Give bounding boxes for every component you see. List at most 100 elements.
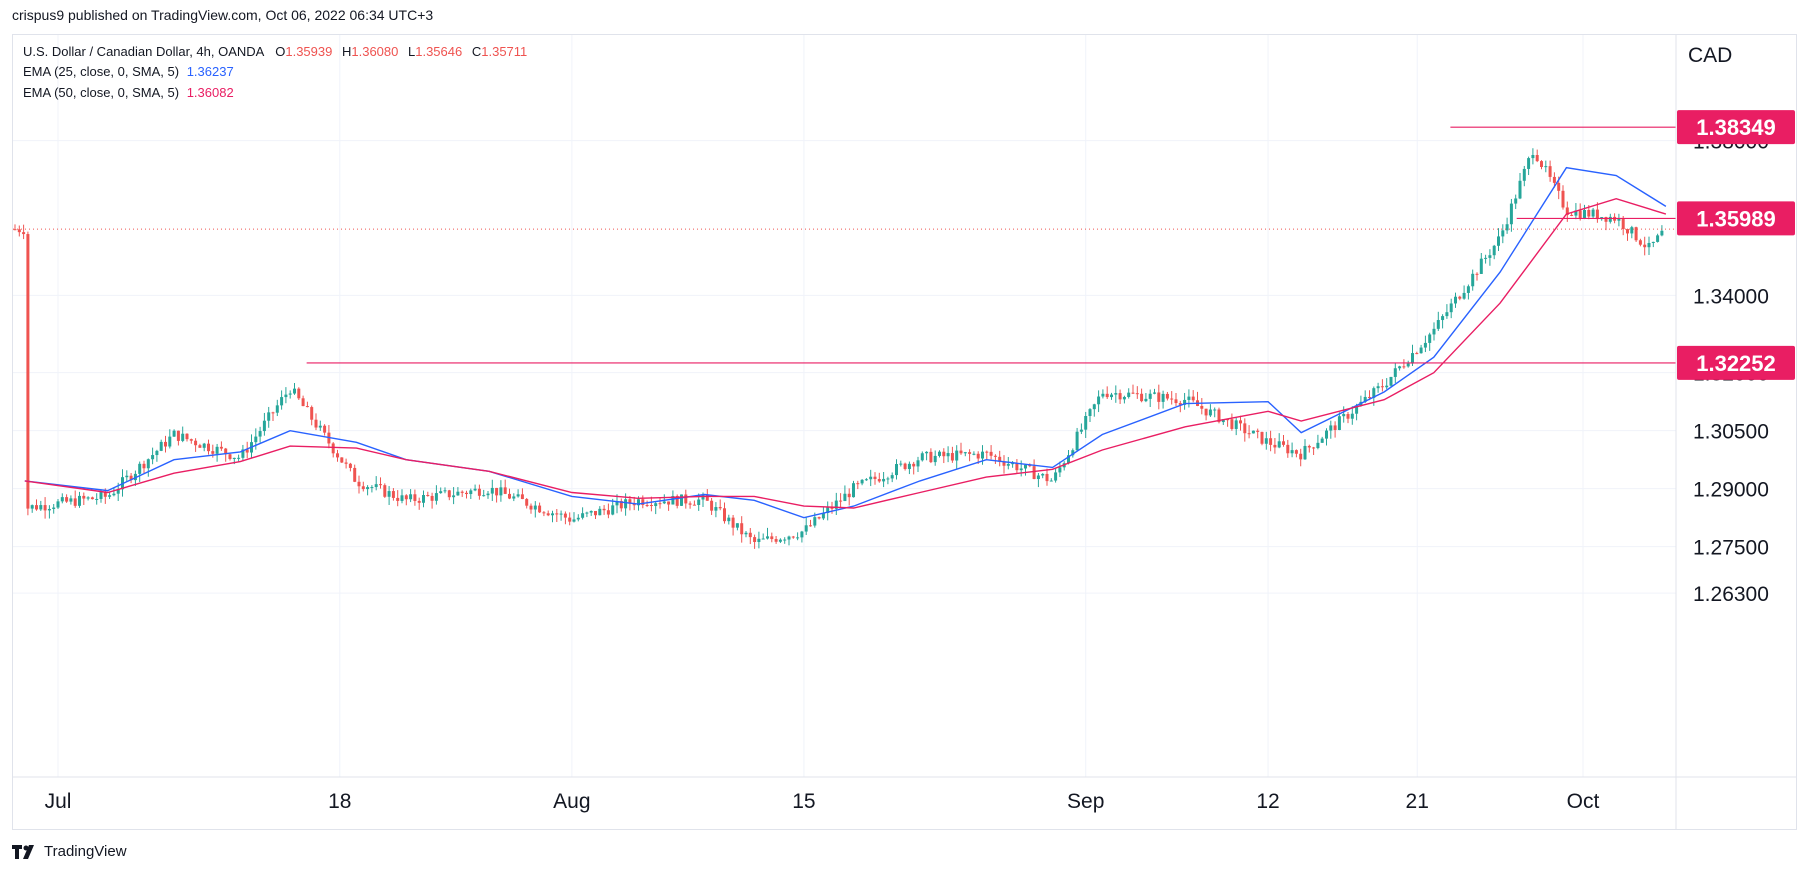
candle-body	[1273, 444, 1277, 448]
candle-body	[172, 430, 176, 437]
candle-body	[409, 494, 413, 500]
candle-body	[1389, 376, 1393, 386]
candle-body	[546, 513, 550, 516]
candle-body	[963, 452, 967, 454]
legend-symbol[interactable]: U.S. Dollar / Canadian Dollar, 4h, OANDA	[23, 44, 264, 59]
candle-body	[1415, 353, 1419, 355]
candle-body	[559, 513, 563, 515]
candle-body	[305, 406, 309, 408]
candle-body	[443, 490, 447, 492]
candle-body	[1656, 235, 1660, 242]
horizontal-levels	[13, 126, 1676, 364]
candle-body	[508, 493, 511, 499]
candle-body	[654, 503, 658, 507]
candle-body	[1368, 396, 1371, 398]
candle-body	[353, 467, 357, 482]
candle-body	[1346, 414, 1350, 419]
candle-body	[1363, 396, 1367, 402]
candle-body	[1269, 438, 1273, 445]
candle-body	[843, 493, 847, 502]
candle-body	[43, 505, 47, 511]
candle-body	[357, 481, 361, 487]
level-price-tag	[1677, 110, 1795, 145]
candle-body	[108, 495, 112, 497]
candle-body	[254, 436, 258, 443]
candle-body	[1479, 258, 1483, 274]
candle-body	[1643, 244, 1647, 248]
candle-body	[13, 229, 17, 231]
candle-body	[774, 539, 778, 542]
candle-body	[1466, 286, 1470, 293]
candle-body	[340, 457, 344, 463]
candle-body	[426, 495, 430, 497]
candle-body	[219, 446, 223, 449]
candle-body	[594, 510, 597, 516]
legend-ema50-row[interactable]: EMA (50, close, 0, SMA, 5) 1.36082	[23, 85, 234, 100]
candle-body	[830, 507, 834, 509]
candle-body	[555, 513, 559, 515]
candle-body	[181, 433, 185, 441]
candle-body	[366, 487, 370, 490]
candle-body	[1587, 209, 1591, 217]
candle-body	[1011, 463, 1015, 465]
candle-body	[1329, 425, 1333, 431]
legend-high-label: H	[341, 44, 352, 59]
candle-body	[731, 517, 735, 528]
candle-body	[581, 513, 585, 518]
candle-body	[602, 508, 606, 511]
candle-body	[1514, 198, 1518, 204]
candles	[13, 148, 1664, 549]
candle-body	[1036, 475, 1040, 480]
candle-body	[529, 505, 533, 510]
candle-body	[1660, 230, 1664, 236]
candle-body	[955, 450, 959, 461]
legend-open-value: 1.35939	[285, 44, 333, 59]
candle-body	[1045, 473, 1049, 482]
candle-body	[1153, 392, 1156, 394]
candle-body	[1647, 242, 1651, 248]
candle-body	[619, 501, 623, 509]
brand[interactable]: TradingView	[12, 843, 127, 860]
candle-body	[73, 498, 77, 506]
candle-body	[159, 441, 163, 451]
candle-body	[198, 445, 202, 448]
ema50-line[interactable]	[24, 197, 1667, 509]
candle-body	[705, 495, 709, 501]
candle-body	[748, 532, 752, 538]
time-axis[interactable]: Jul 18 Aug 15 Sep 12 21 Oct	[45, 790, 1600, 813]
candle-body	[1161, 393, 1165, 402]
candle-body	[718, 507, 722, 509]
candle-body	[1041, 473, 1045, 476]
candle-body	[1049, 480, 1053, 482]
candle-body	[1208, 409, 1212, 416]
ema25-line[interactable]	[24, 166, 1667, 519]
candle-body	[1428, 334, 1432, 343]
candle-body	[684, 494, 688, 504]
candle-body	[232, 457, 236, 459]
candle-body	[645, 505, 649, 507]
candle-body	[103, 492, 107, 497]
candle-body	[1583, 209, 1586, 218]
level-price-tag	[1677, 201, 1795, 236]
currency-label: CAD	[1688, 44, 1732, 67]
candle-body	[1492, 245, 1496, 256]
candle-body	[821, 512, 825, 519]
candle-body	[1307, 445, 1311, 448]
candle-body	[1019, 468, 1023, 471]
candle-body	[1398, 366, 1402, 369]
y-tick-label: 1.30500	[1693, 421, 1769, 444]
candle-body	[482, 495, 486, 497]
legend-ema25-row[interactable]: EMA (25, close, 0, SMA, 5) 1.36237	[23, 64, 234, 79]
candle-body	[1337, 416, 1341, 430]
candle-body	[1264, 438, 1268, 444]
candle-body	[146, 459, 150, 469]
candle-body	[1385, 385, 1389, 388]
candle-body	[912, 463, 916, 467]
candle-body	[899, 463, 903, 465]
candle-body	[783, 539, 787, 541]
candle-body	[1028, 464, 1032, 467]
candle-body	[929, 451, 933, 463]
candle-body	[495, 487, 499, 496]
candle-body	[202, 443, 206, 448]
